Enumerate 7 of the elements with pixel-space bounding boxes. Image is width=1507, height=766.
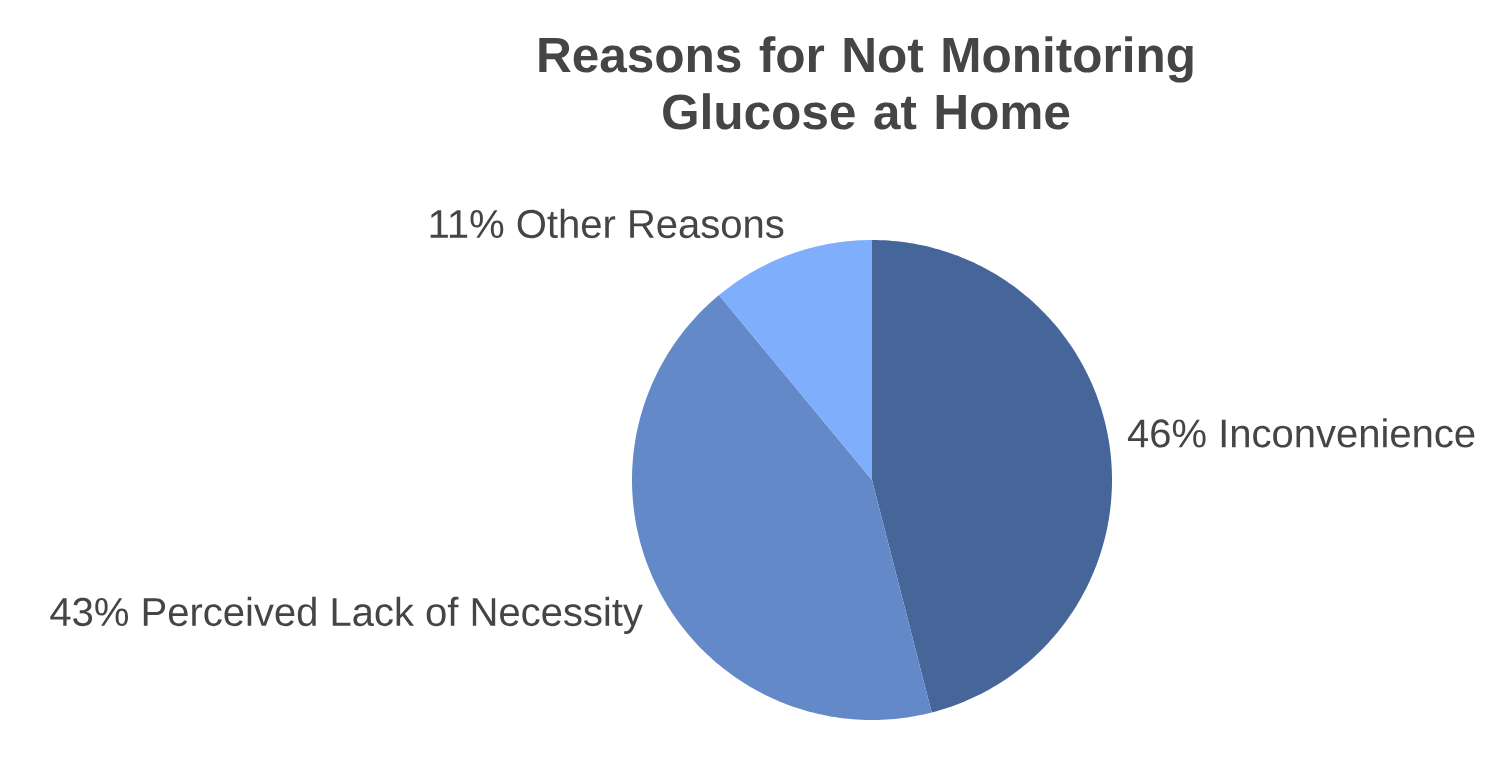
data-label: 11% [430, 210, 504, 239]
data-label: 46% [1127, 419, 1206, 448]
data-label: 43% [50, 597, 128, 627]
chart-title: Reasons for Not Monitoring Glucose at Home [539, 36, 1193, 130]
slice-label: Other Reasons [517, 208, 784, 239]
slice-label: Perceived Lack of Necessity [143, 596, 643, 635]
slice-label: Inconvenience [1221, 418, 1475, 448]
